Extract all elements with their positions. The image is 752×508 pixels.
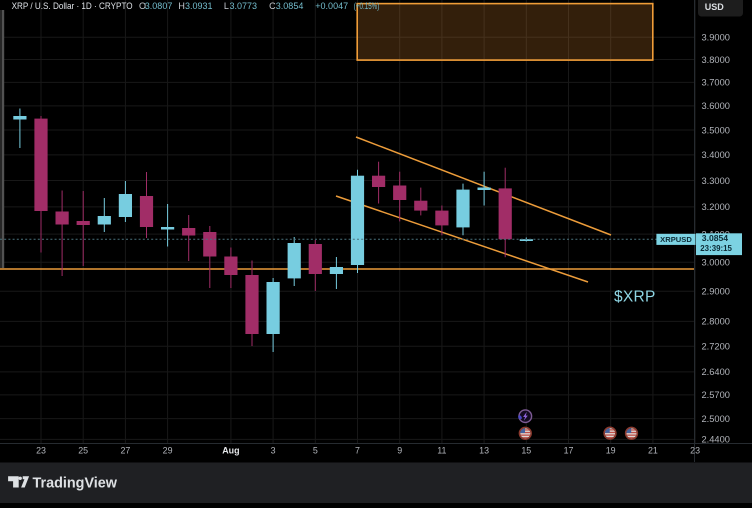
svg-text:23: 23 [690, 445, 700, 455]
svg-text:USD: USD [705, 2, 725, 12]
svg-text:3.0931: 3.0931 [185, 1, 213, 11]
svg-text:25: 25 [78, 445, 88, 455]
svg-text:15: 15 [521, 445, 531, 455]
svg-text:3.0000: 3.0000 [702, 258, 730, 268]
svg-text:(+0.15%): (+0.15%) [354, 1, 380, 11]
svg-text:2.8000: 2.8000 [702, 317, 730, 327]
svg-text:17: 17 [564, 445, 574, 455]
svg-text:3.4000: 3.4000 [702, 150, 730, 160]
svg-text:3.9000: 3.9000 [702, 33, 730, 43]
svg-text:3.0773: 3.0773 [230, 1, 258, 11]
svg-text:2.5000: 2.5000 [702, 414, 730, 424]
svg-text:7: 7 [355, 445, 360, 455]
svg-text:3.8000: 3.8000 [702, 55, 730, 65]
svg-text:Aug: Aug [222, 445, 239, 455]
svg-text:3.6000: 3.6000 [702, 101, 730, 111]
svg-text:3.0854: 3.0854 [276, 1, 304, 11]
svg-text:2.9000: 2.9000 [702, 287, 730, 297]
svg-text:3: 3 [271, 445, 276, 455]
svg-text:TradingView: TradingView [33, 475, 118, 491]
svg-text:C: C [269, 1, 276, 11]
svg-text:2.4400: 2.4400 [702, 435, 730, 445]
svg-text:H: H [178, 1, 185, 11]
svg-text:13: 13 [479, 445, 489, 455]
svg-text:11: 11 [437, 445, 446, 455]
svg-text:21: 21 [648, 445, 658, 455]
svg-text:2.5700: 2.5700 [702, 390, 730, 400]
svg-text:5: 5 [313, 445, 318, 455]
svg-text:2.6400: 2.6400 [702, 367, 730, 377]
svg-text:9: 9 [397, 445, 402, 455]
svg-text:3.0854: 3.0854 [702, 233, 729, 243]
svg-text:XRP / U.S. Dollar · 1D · CRYPT: XRP / U.S. Dollar · 1D · CRYPTO [12, 1, 133, 11]
svg-text:19: 19 [606, 445, 616, 455]
svg-text:3.3000: 3.3000 [702, 176, 730, 186]
svg-text:O: O [139, 1, 146, 11]
svg-text:XRPUSD: XRPUSD [660, 235, 692, 244]
svg-text:23:39:15: 23:39:15 [700, 244, 732, 253]
svg-text:3.5000: 3.5000 [702, 125, 730, 135]
svg-text:29: 29 [163, 445, 173, 455]
svg-text:$XRP: $XRP [614, 288, 656, 305]
svg-text:+0.0047: +0.0047 [315, 1, 348, 11]
svg-text:3.2000: 3.2000 [702, 202, 730, 212]
svg-text:2.7200: 2.7200 [702, 342, 730, 352]
svg-text:3.0807: 3.0807 [145, 1, 173, 11]
svg-text:L: L [224, 1, 229, 11]
svg-text:3.7000: 3.7000 [702, 78, 730, 88]
svg-text:23: 23 [36, 445, 46, 455]
svg-text:27: 27 [120, 445, 130, 455]
